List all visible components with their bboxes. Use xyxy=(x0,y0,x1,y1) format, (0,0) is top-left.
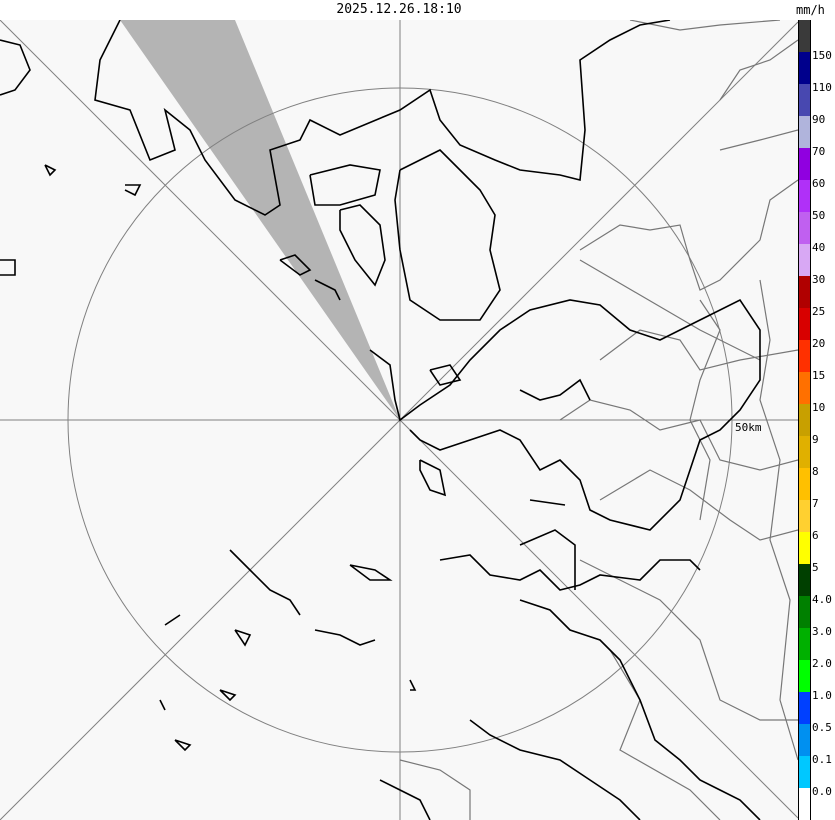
legend-color-swatch xyxy=(799,244,810,276)
legend-color-swatch xyxy=(799,20,810,52)
legend-label: 10 xyxy=(812,401,826,414)
legend-color-swatch xyxy=(799,724,810,756)
legend-label: 2.0 xyxy=(812,657,832,670)
legend-label: 7 xyxy=(812,497,819,510)
legend-label: 1.0 xyxy=(812,689,832,702)
legend-label: 3.0 xyxy=(812,625,832,638)
legend-label: 25 xyxy=(812,305,826,318)
legend-color-swatch xyxy=(799,788,810,820)
legend-color-swatch xyxy=(799,532,810,564)
legend-color-swatch xyxy=(799,404,810,436)
legend-color-swatch xyxy=(799,116,810,148)
legend-color-swatch xyxy=(799,180,810,212)
legend-label: 0.1 xyxy=(812,753,832,766)
legend-label: 0.5 xyxy=(812,721,832,734)
legend-color-swatch xyxy=(799,84,810,116)
legend-color-swatch xyxy=(799,212,810,244)
legend-label: 4.0 xyxy=(812,593,832,606)
legend-label: 30 xyxy=(812,273,826,286)
legend-color-swatch xyxy=(799,372,810,404)
legend-color-swatch xyxy=(799,148,810,180)
legend-label: 40 xyxy=(812,241,826,254)
timestamp: 2025.12.26.18:10 xyxy=(336,2,462,17)
legend-color-swatch xyxy=(799,276,810,308)
legend-label: 70 xyxy=(812,145,826,158)
legend-color-swatch xyxy=(799,628,810,660)
legend-color-swatch xyxy=(799,500,810,532)
legend-color-swatch xyxy=(799,436,810,468)
color-legend-bar xyxy=(798,20,811,820)
legend-color-swatch xyxy=(799,692,810,724)
legend-label: 8 xyxy=(812,465,819,478)
radar-map xyxy=(0,20,798,820)
legend-label: 15 xyxy=(812,369,826,382)
admin-boundaries xyxy=(399,20,798,820)
legend-color-swatch xyxy=(799,308,810,340)
legend-label: 6 xyxy=(812,529,819,542)
legend-label: 0.0 xyxy=(812,785,832,798)
legend-label: 60 xyxy=(812,177,826,190)
legend-label: 150 xyxy=(812,49,832,62)
coastlines xyxy=(0,20,761,820)
legend-label: 110 xyxy=(812,81,832,94)
legend-unit: mm/h xyxy=(796,3,825,17)
legend-label: 90 xyxy=(812,113,826,126)
legend-color-swatch xyxy=(799,756,810,788)
legend-label: 20 xyxy=(812,337,826,350)
legend-label: 5 xyxy=(812,561,819,574)
blocked-sector xyxy=(120,20,400,420)
legend-color-swatch xyxy=(799,340,810,372)
legend-label: 50 xyxy=(812,209,826,222)
legend-color-swatch xyxy=(799,52,810,84)
legend-label: 9 xyxy=(812,433,819,446)
legend-color-swatch xyxy=(799,596,810,628)
legend-color-swatch xyxy=(799,660,810,692)
legend-color-swatch xyxy=(799,564,810,596)
range-label: 50km xyxy=(735,421,762,434)
grid-line-diagonal xyxy=(0,21,798,820)
legend-color-swatch xyxy=(799,468,810,500)
